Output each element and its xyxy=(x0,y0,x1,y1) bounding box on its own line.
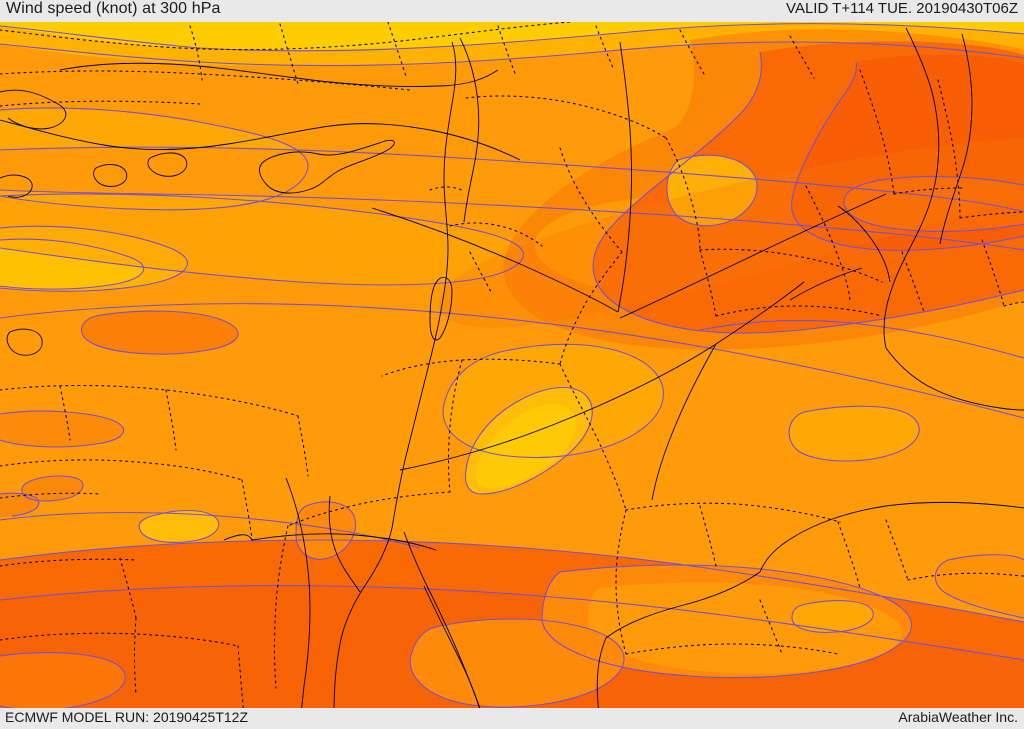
political-borders xyxy=(0,21,1024,717)
brand-label: ArabiaWeather Inc. xyxy=(898,709,1018,725)
page-title: Wind speed (knot) at 300 hPa xyxy=(6,0,221,17)
contour-lines xyxy=(0,0,1024,711)
footer-bar: ECMWF MODEL RUN: 20190425T12Z ArabiaWeat… xyxy=(0,708,1024,729)
valid-time-label: VALID T+114 TUE. 20190430T06Z xyxy=(786,0,1018,17)
model-run-label: ECMWF MODEL RUN: 20190425T12Z xyxy=(5,709,248,725)
header-bar: Wind speed (knot) at 300 hPa VALID T+114… xyxy=(0,0,1024,22)
